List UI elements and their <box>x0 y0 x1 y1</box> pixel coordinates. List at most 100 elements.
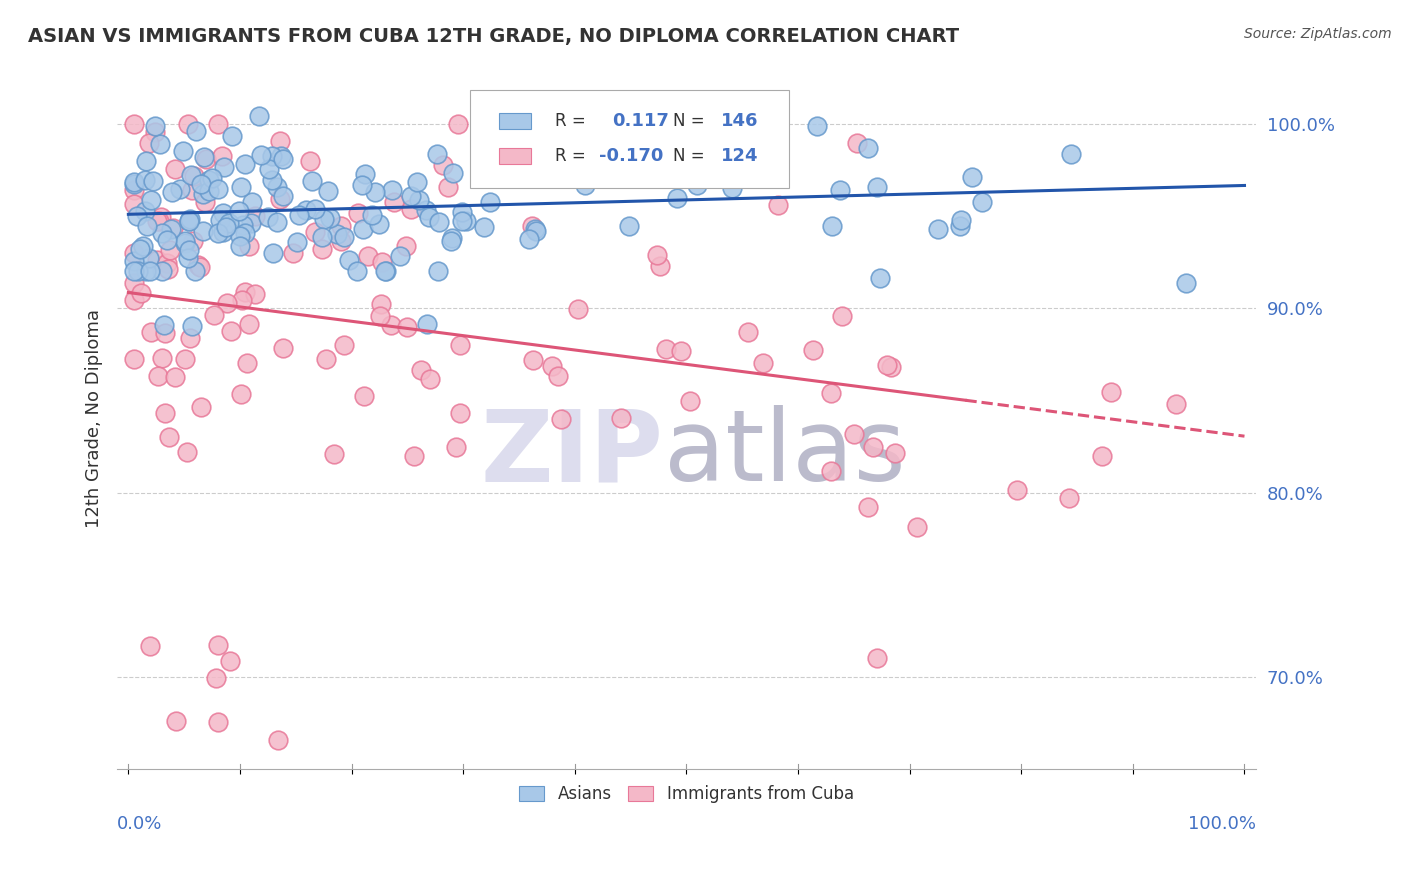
Point <box>122 175 145 189</box>
Point <box>876 358 898 372</box>
Point <box>176 445 198 459</box>
Point <box>1164 397 1187 411</box>
Point <box>172 144 194 158</box>
Point <box>219 324 242 338</box>
Point <box>845 136 868 150</box>
Point <box>132 239 155 253</box>
Point <box>193 186 215 201</box>
Point <box>231 179 253 194</box>
Point <box>766 198 789 212</box>
Point <box>856 500 879 514</box>
Point <box>152 318 174 332</box>
Text: N =: N = <box>672 147 704 165</box>
Point <box>205 671 228 685</box>
Point <box>238 239 260 253</box>
Point <box>830 183 852 197</box>
Point <box>368 218 391 232</box>
Point <box>333 229 356 244</box>
Point <box>183 234 205 248</box>
Point <box>193 224 215 238</box>
Point <box>157 262 180 277</box>
Point <box>402 450 425 464</box>
Point <box>522 353 544 368</box>
Y-axis label: 12th Grade, No Diploma: 12th Grade, No Diploma <box>86 310 103 528</box>
Point <box>314 212 336 227</box>
Point <box>866 651 889 665</box>
Point <box>142 174 165 188</box>
Point <box>401 189 423 203</box>
Point <box>160 185 183 199</box>
Text: 124: 124 <box>720 147 758 165</box>
Point <box>198 172 221 186</box>
Point <box>645 171 668 186</box>
Point <box>508 146 530 161</box>
Point <box>478 194 501 209</box>
Point <box>148 214 170 228</box>
Point <box>173 235 195 250</box>
Point <box>153 406 176 420</box>
Point <box>269 134 291 148</box>
Point <box>129 285 152 300</box>
Point <box>247 109 270 123</box>
Point <box>1060 146 1083 161</box>
Point <box>139 639 162 653</box>
Point <box>207 714 229 729</box>
Point <box>960 169 983 184</box>
Point <box>194 194 217 209</box>
FancyBboxPatch shape <box>499 113 531 128</box>
Point <box>381 183 404 197</box>
Point <box>207 117 229 131</box>
Point <box>517 232 540 246</box>
Point <box>1057 491 1080 505</box>
Point <box>1174 276 1197 290</box>
Point <box>357 249 380 263</box>
Point <box>233 285 256 300</box>
Point <box>135 153 157 168</box>
Point <box>149 210 172 224</box>
Point <box>150 226 173 240</box>
Point <box>298 153 321 168</box>
Point <box>127 264 149 278</box>
Text: 146: 146 <box>720 112 758 130</box>
Point <box>159 221 181 235</box>
Point <box>449 338 471 352</box>
Point <box>122 264 145 278</box>
Point <box>427 215 450 229</box>
Point <box>574 178 596 192</box>
Point <box>820 386 842 401</box>
Point <box>212 206 235 220</box>
Point <box>221 128 243 143</box>
Text: 0.117: 0.117 <box>613 112 669 130</box>
Point <box>619 142 641 156</box>
Point <box>720 180 742 194</box>
Point <box>271 189 294 203</box>
Point <box>179 211 201 226</box>
Point <box>122 253 145 268</box>
Point <box>354 168 377 182</box>
Point <box>1005 483 1028 498</box>
Point <box>156 233 179 247</box>
Point <box>316 184 339 198</box>
Point <box>315 351 337 366</box>
Point <box>285 235 308 249</box>
Point <box>190 400 212 414</box>
Point <box>149 136 172 151</box>
Point <box>301 174 323 188</box>
Point <box>165 714 187 728</box>
Point <box>524 222 547 236</box>
Point <box>207 227 229 241</box>
Text: R =: R = <box>555 147 586 165</box>
Point <box>752 140 775 154</box>
Point <box>146 252 169 267</box>
Point <box>347 206 370 220</box>
Point <box>440 234 463 248</box>
Point <box>329 219 352 233</box>
Point <box>190 177 212 191</box>
Point <box>209 212 232 227</box>
Point <box>419 372 441 386</box>
Point <box>856 141 879 155</box>
Point <box>229 229 252 244</box>
Point <box>122 177 145 191</box>
Point <box>831 309 853 323</box>
Point <box>177 251 200 265</box>
